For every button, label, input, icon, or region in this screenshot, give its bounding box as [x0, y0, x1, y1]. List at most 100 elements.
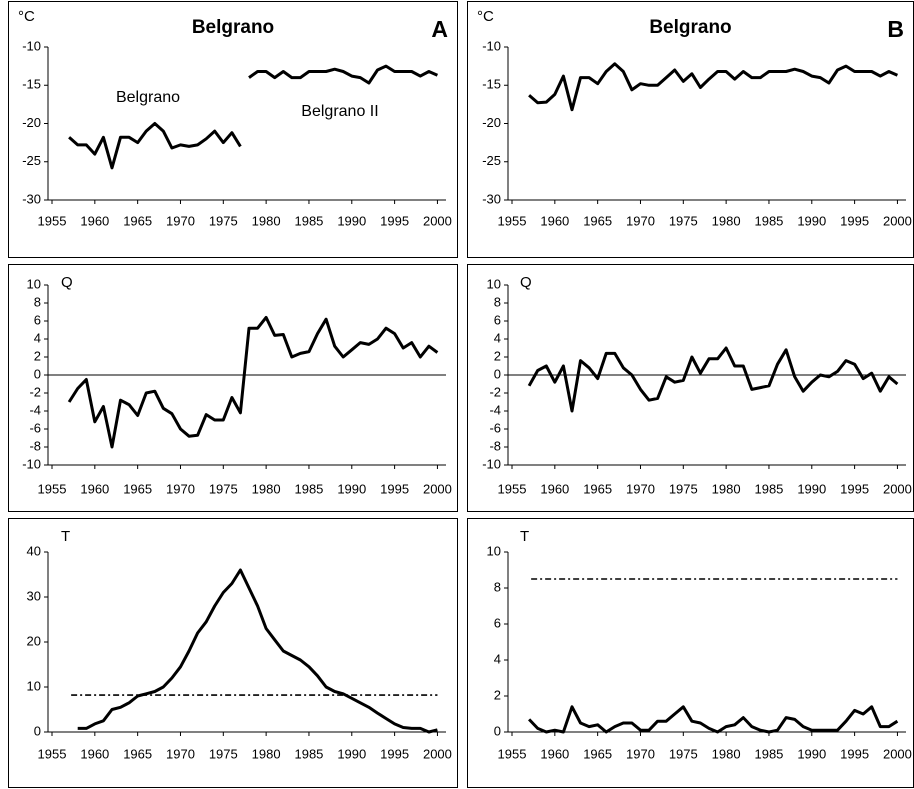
y-tick-label: -4: [489, 402, 501, 417]
x-tick-label: 1975: [209, 213, 238, 228]
y-tick-label: 20: [27, 633, 41, 648]
y-tick-label: 4: [494, 651, 501, 666]
y-tick-label: 8: [494, 294, 501, 309]
x-tick-label: 1965: [123, 481, 152, 496]
y-tick-label: 0: [494, 366, 501, 381]
data-line: [67, 315, 439, 449]
x-tick-label: 1970: [166, 746, 195, 761]
x-tick-label: 1990: [797, 481, 826, 496]
y-axis-label: Q: [61, 274, 73, 291]
x-tick-label: 1980: [712, 746, 741, 761]
x-tick-label: 2000: [883, 481, 912, 496]
x-tick-label: 1960: [80, 213, 109, 228]
x-tick-label: 1990: [337, 481, 366, 496]
y-tick-label: 2: [34, 348, 41, 363]
y-tick-label: -25: [22, 153, 41, 168]
data-line: [68, 122, 242, 170]
panel-frame: [8, 264, 458, 512]
x-tick-label: 1960: [80, 481, 109, 496]
y-tick-label: -30: [482, 191, 501, 206]
x-tick-label: 1955: [498, 746, 527, 761]
data-line: [528, 62, 899, 112]
x-tick-label: 2000: [883, 213, 912, 228]
y-tick-label: -15: [482, 77, 501, 92]
y-tick-label: 0: [34, 366, 41, 381]
series-label: Belgrano II: [301, 103, 378, 120]
x-tick-label: 1975: [209, 481, 238, 496]
series-label: Belgrano: [116, 89, 180, 106]
y-tick-label: 4: [34, 330, 41, 345]
data-line: [527, 346, 899, 413]
chart-title: Belgrano: [192, 17, 274, 38]
y-tick-label: -6: [29, 420, 41, 435]
x-tick-label: 1960: [80, 746, 109, 761]
x-tick-label: 1970: [626, 746, 655, 761]
y-tick-label: 8: [34, 294, 41, 309]
x-tick-label: 2000: [423, 481, 452, 496]
y-tick-label: -10: [22, 456, 41, 471]
panel-frame: [8, 1, 458, 258]
y-tick-label: -10: [482, 456, 501, 471]
x-tick-label: 1985: [294, 481, 323, 496]
y-tick-label: -30: [22, 191, 41, 206]
x-tick-label: 1975: [669, 481, 698, 496]
panel-frame: [467, 264, 914, 512]
x-tick-label: 1960: [540, 213, 569, 228]
data-line: [528, 705, 899, 734]
panel-letter: B: [887, 16, 904, 42]
x-tick-label: 1975: [669, 746, 698, 761]
x-tick-label: 1995: [840, 213, 869, 228]
x-tick-label: 1985: [754, 213, 783, 228]
x-tick-label: 1955: [38, 213, 67, 228]
x-tick-label: 1955: [38, 481, 67, 496]
x-tick-label: 1990: [337, 213, 366, 228]
y-tick-label: -8: [489, 438, 501, 453]
x-tick-label: 1970: [166, 213, 195, 228]
x-tick-label: 1980: [712, 481, 741, 496]
x-tick-label: 1995: [380, 481, 409, 496]
x-tick-label: 1980: [712, 213, 741, 228]
x-tick-label: 1990: [797, 213, 826, 228]
y-axis-label: °C: [18, 8, 35, 25]
x-tick-label: 1985: [294, 213, 323, 228]
y-axis-label: Q: [520, 274, 532, 291]
y-tick-label: -10: [482, 38, 501, 53]
data-line: [248, 64, 439, 85]
y-tick-label: -4: [29, 402, 41, 417]
x-tick-label: 2000: [423, 746, 452, 761]
panel-frame: [8, 518, 458, 788]
x-tick-label: 1990: [797, 746, 826, 761]
y-tick-label: 10: [27, 276, 41, 291]
y-tick-label: -20: [482, 115, 501, 130]
y-tick-label: 4: [494, 330, 501, 345]
x-tick-label: 2000: [423, 213, 452, 228]
y-tick-label: 10: [487, 276, 501, 291]
x-tick-label: 2000: [883, 746, 912, 761]
y-tick-label: -2: [489, 384, 501, 399]
x-tick-label: 1965: [583, 213, 612, 228]
x-tick-label: 1985: [754, 746, 783, 761]
x-tick-label: 1990: [337, 746, 366, 761]
y-tick-label: 8: [494, 579, 501, 594]
y-tick-label: 0: [34, 723, 41, 738]
x-tick-label: 1985: [754, 481, 783, 496]
x-tick-label: 1955: [498, 481, 527, 496]
x-tick-label: 1970: [166, 481, 195, 496]
y-tick-label: -2: [29, 384, 41, 399]
x-tick-label: 1955: [38, 746, 67, 761]
x-tick-label: 1995: [380, 746, 409, 761]
x-tick-label: 1995: [840, 481, 869, 496]
y-tick-label: 6: [34, 312, 41, 327]
x-tick-label: 1955: [498, 213, 527, 228]
y-tick-label: 10: [487, 543, 501, 558]
x-tick-label: 1980: [252, 481, 281, 496]
y-tick-label: 30: [27, 588, 41, 603]
y-tick-label: -10: [22, 38, 41, 53]
y-tick-label: -20: [22, 115, 41, 130]
x-tick-label: 1995: [380, 213, 409, 228]
x-tick-label: 1960: [540, 746, 569, 761]
panel-letter: A: [431, 16, 448, 42]
y-tick-label: 6: [494, 615, 501, 630]
x-tick-label: 1960: [540, 481, 569, 496]
